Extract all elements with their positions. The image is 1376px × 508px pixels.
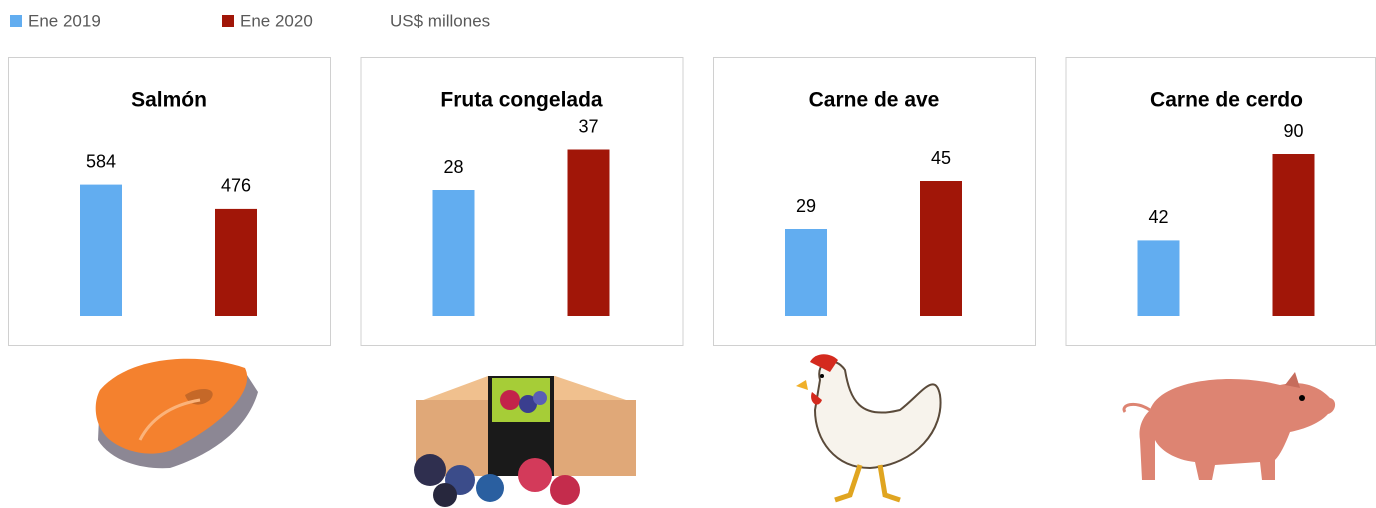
salmon-icon bbox=[95, 358, 258, 469]
bar bbox=[80, 184, 122, 316]
bar bbox=[785, 229, 827, 316]
legend-swatch bbox=[10, 15, 22, 27]
value-label: 37 bbox=[578, 116, 598, 136]
chicken-icon bbox=[796, 354, 942, 503]
bar bbox=[920, 181, 962, 316]
unit-label: US$ millones bbox=[390, 11, 490, 30]
chart-title: Salmón bbox=[131, 89, 207, 112]
value-label: 29 bbox=[796, 196, 816, 216]
value-label: 476 bbox=[221, 176, 251, 196]
chart-frame bbox=[713, 57, 1036, 346]
chart-frame bbox=[360, 57, 684, 346]
value-label: 584 bbox=[86, 151, 116, 171]
legend-swatch bbox=[222, 15, 234, 27]
value-label: 45 bbox=[931, 148, 951, 168]
bar bbox=[215, 208, 257, 316]
chart-title: Fruta congelada bbox=[440, 89, 603, 112]
chart-title: Carne de cerdo bbox=[1150, 89, 1303, 112]
legend-label: Ene 2019 bbox=[28, 11, 101, 30]
chart-frame bbox=[8, 57, 331, 346]
pig-icon bbox=[1122, 372, 1336, 480]
value-label: 28 bbox=[443, 157, 463, 177]
bar bbox=[1272, 154, 1315, 316]
icons bbox=[95, 354, 1336, 507]
fruit-box-icon bbox=[414, 376, 636, 507]
bar bbox=[567, 149, 610, 316]
chart-title: Carne de ave bbox=[809, 89, 940, 112]
bar bbox=[1137, 240, 1180, 316]
bar bbox=[432, 190, 475, 316]
legend-label: Ene 2020 bbox=[240, 11, 313, 30]
value-label: 90 bbox=[1283, 121, 1303, 141]
value-label: 42 bbox=[1148, 207, 1168, 227]
